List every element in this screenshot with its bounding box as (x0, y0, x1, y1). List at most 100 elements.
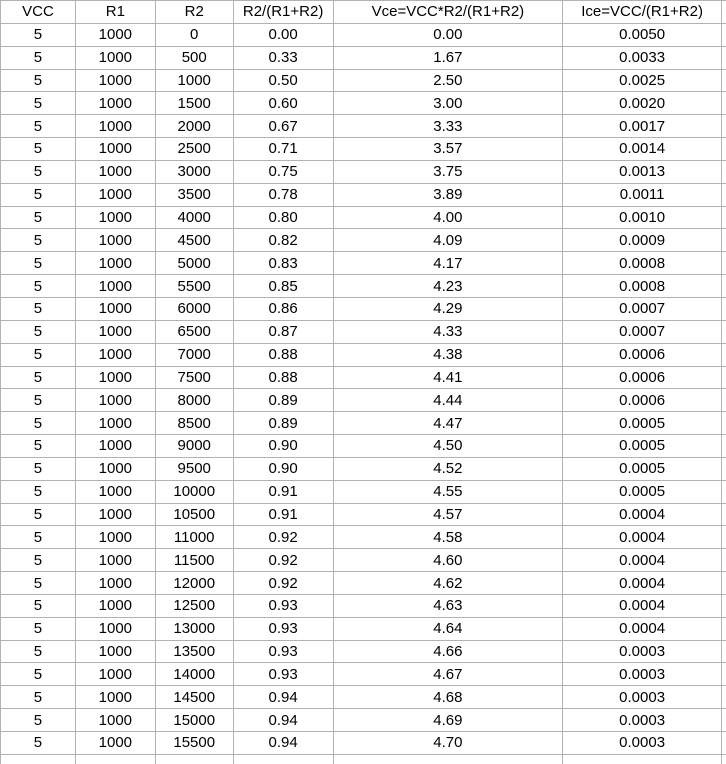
cell[interactable]: 0.93 (233, 640, 334, 664)
cell[interactable]: 0.93 (233, 663, 334, 687)
cell[interactable]: 0.71 (233, 138, 334, 161)
cell[interactable]: 3.89 (333, 183, 564, 207)
cell[interactable]: 1000 (75, 640, 156, 664)
cell[interactable]: 4.62 (333, 572, 564, 595)
cell[interactable]: 5 (1, 229, 76, 253)
cell[interactable]: 0.0020 (563, 92, 722, 116)
cell[interactable]: 3500 (155, 183, 234, 207)
cell[interactable]: 0.00 (333, 23, 564, 47)
cell[interactable]: 1000 (75, 435, 156, 458)
cell[interactable]: 0.0008 (563, 252, 722, 276)
cell[interactable]: 9000 (155, 435, 234, 458)
cell[interactable]: 7500 (155, 366, 234, 390)
cell[interactable]: 4.60 (333, 549, 564, 573)
cell[interactable]: 0.89 (233, 412, 334, 436)
cell[interactable]: 4.55 (333, 480, 564, 504)
header-cell[interactable]: VCC (1, 1, 76, 24)
cell[interactable]: 1000 (75, 480, 156, 504)
cell[interactable]: 1000 (75, 343, 156, 367)
cell[interactable]: 5500 (155, 275, 234, 298)
cell[interactable]: 5 (1, 594, 76, 618)
cell[interactable]: 14000 (155, 663, 234, 687)
cell[interactable]: 0.0004 (563, 549, 722, 573)
cell[interactable]: 1000 (75, 275, 156, 298)
cell[interactable]: 1000 (75, 115, 156, 139)
cell[interactable]: 0.0004 (563, 503, 722, 527)
cell[interactable]: 0.0004 (563, 572, 722, 595)
cell[interactable]: 1000 (75, 686, 156, 710)
cell[interactable]: 4.50 (333, 435, 564, 458)
cell[interactable]: 1000 (75, 46, 156, 70)
cell[interactable]: 5 (1, 732, 76, 755)
cell[interactable]: 5 (1, 617, 76, 641)
cell[interactable]: 0.0003 (563, 732, 722, 755)
cell[interactable] (333, 754, 564, 764)
cell[interactable]: 3.57 (333, 138, 564, 161)
cell[interactable]: 5 (1, 160, 76, 184)
cell[interactable] (75, 754, 156, 764)
cell[interactable]: 1000 (75, 23, 156, 47)
cell[interactable]: 0.0006 (563, 366, 722, 390)
cell[interactable]: 6000 (155, 297, 234, 321)
cell[interactable]: 0.80 (233, 206, 334, 230)
cell[interactable]: 5 (1, 526, 76, 550)
cell[interactable]: 0.0014 (563, 138, 722, 161)
cell[interactable]: 0.0005 (563, 412, 722, 436)
cell[interactable]: 0.0003 (563, 686, 722, 710)
cell[interactable]: 1000 (75, 412, 156, 436)
cell[interactable]: 1000 (75, 160, 156, 184)
cell[interactable]: 0.92 (233, 572, 334, 595)
cell[interactable]: 4000 (155, 206, 234, 230)
cell[interactable]: 0.0004 (563, 594, 722, 618)
cell[interactable]: 0.94 (233, 732, 334, 755)
cell[interactable]: 5 (1, 640, 76, 664)
cell[interactable]: 1000 (75, 663, 156, 687)
cell[interactable]: 0.88 (233, 343, 334, 367)
cell[interactable]: 14500 (155, 686, 234, 710)
cell[interactable]: 11000 (155, 526, 234, 550)
cell[interactable]: 7000 (155, 343, 234, 367)
cell[interactable]: 4500 (155, 229, 234, 253)
cell[interactable] (155, 754, 234, 764)
cell[interactable]: 5 (1, 549, 76, 573)
cell[interactable] (233, 754, 334, 764)
cell[interactable]: 0.93 (233, 594, 334, 618)
cell[interactable]: 4.38 (333, 343, 564, 367)
cell[interactable]: 2500 (155, 138, 234, 161)
cell[interactable]: 4.41 (333, 366, 564, 390)
cell[interactable]: 5 (1, 115, 76, 139)
cell[interactable]: 5 (1, 686, 76, 710)
cell[interactable]: 13500 (155, 640, 234, 664)
cell[interactable]: 5 (1, 503, 76, 527)
cell[interactable]: 0.90 (233, 457, 334, 481)
cell[interactable]: 15500 (155, 732, 234, 755)
cell[interactable]: 0.0011 (563, 183, 722, 207)
header-cell[interactable]: R2/(R1+R2) (233, 1, 334, 24)
cell[interactable]: 0.0005 (563, 480, 722, 504)
cell[interactable]: 2000 (155, 115, 234, 139)
cell[interactable]: 0.0003 (563, 663, 722, 687)
cell[interactable]: 5 (1, 709, 76, 732)
cell[interactable]: 0.60 (233, 92, 334, 116)
cell[interactable]: 1000 (75, 366, 156, 390)
cell[interactable]: 500 (155, 46, 234, 70)
cell[interactable]: 1000 (75, 572, 156, 595)
cell[interactable]: 0.91 (233, 503, 334, 527)
cell[interactable]: 1000 (75, 389, 156, 413)
cell[interactable]: 4.69 (333, 709, 564, 732)
cell[interactable]: 5 (1, 480, 76, 504)
header-cell[interactable]: Vce=VCC*R2/(R1+R2) (333, 1, 564, 24)
cell[interactable]: 0.88 (233, 366, 334, 390)
cell[interactable]: 3.00 (333, 92, 564, 116)
cell[interactable]: 4.68 (333, 686, 564, 710)
cell[interactable]: 1000 (75, 229, 156, 253)
cell[interactable]: 5 (1, 297, 76, 321)
cell[interactable]: 1000 (75, 457, 156, 481)
cell[interactable]: 4.09 (333, 229, 564, 253)
cell[interactable]: 0.78 (233, 183, 334, 207)
cell[interactable]: 1000 (75, 252, 156, 276)
cell[interactable]: 1500 (155, 92, 234, 116)
cell[interactable]: 5 (1, 92, 76, 116)
cell[interactable]: 0.0005 (563, 457, 722, 481)
cell[interactable]: 1000 (75, 69, 156, 93)
